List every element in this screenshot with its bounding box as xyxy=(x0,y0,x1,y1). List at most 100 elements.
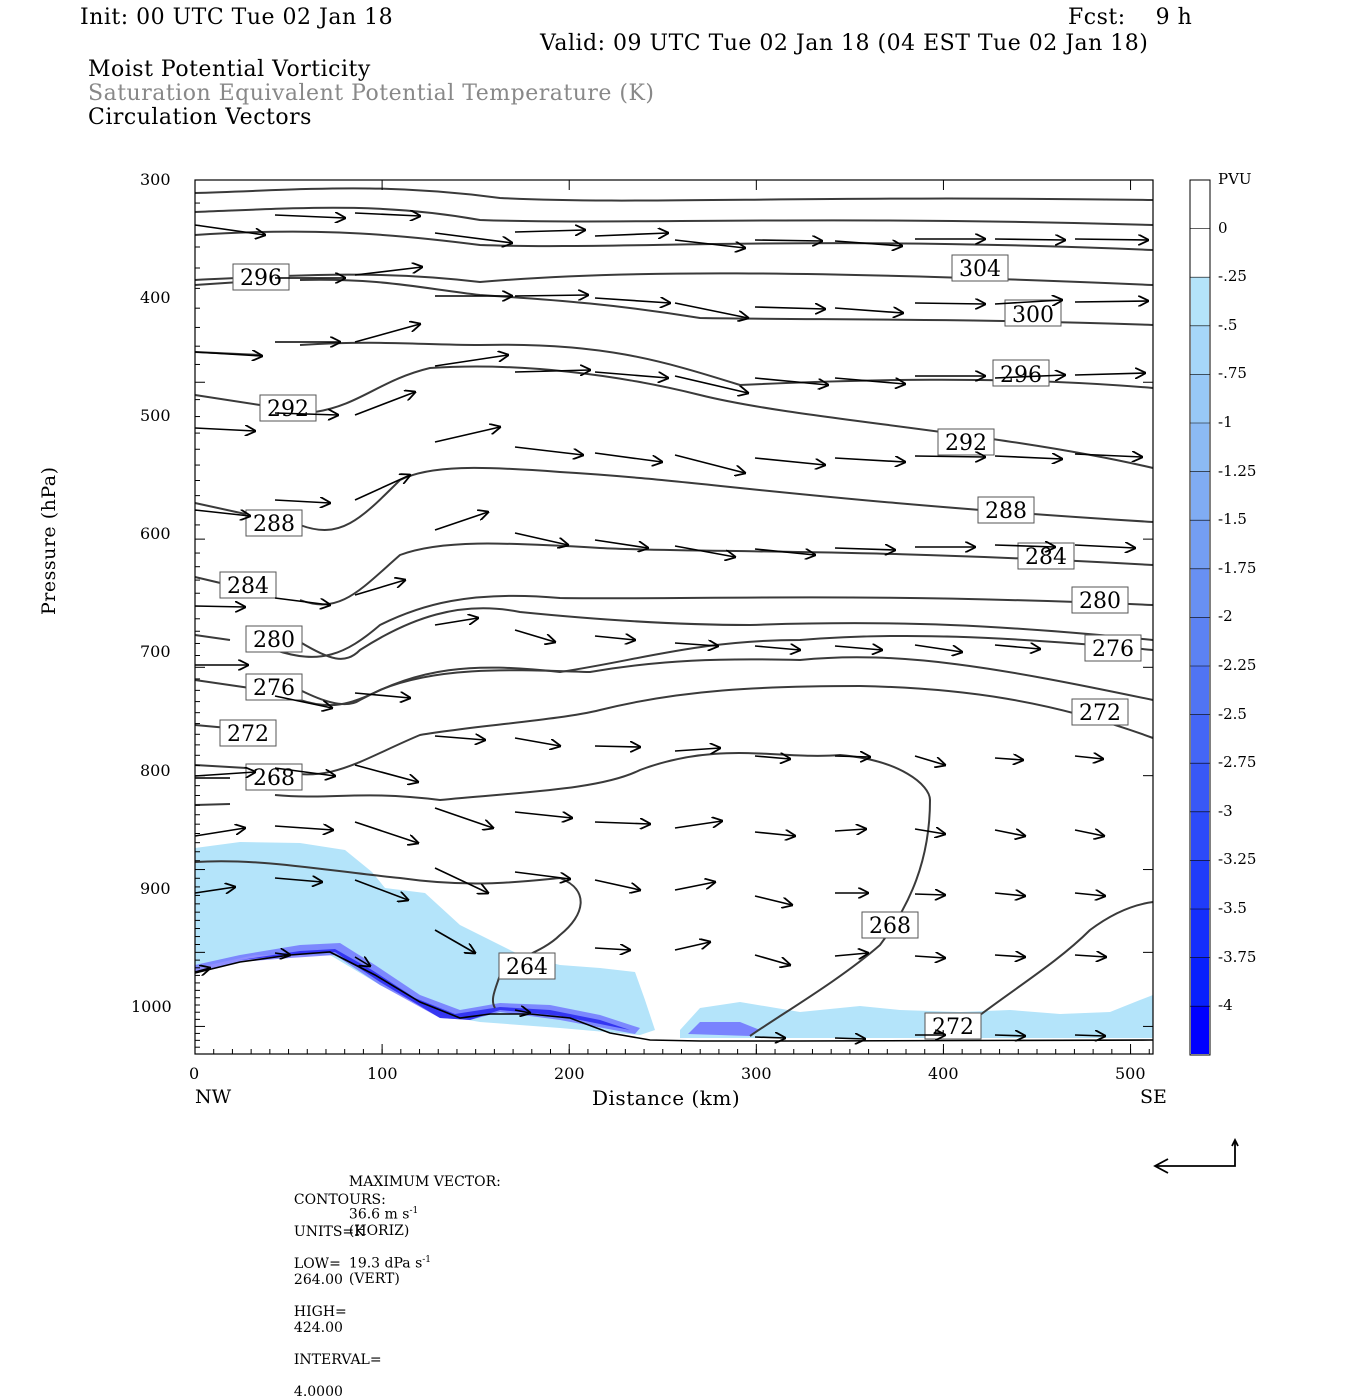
vector-arrow xyxy=(274,500,330,503)
svg-text:264: 264 xyxy=(506,955,548,980)
contour-line xyxy=(979,901,1154,1016)
contour-label: 300 xyxy=(1004,299,1062,328)
colorbar-tick-label: -3.5 xyxy=(1218,899,1247,917)
colorbar-cell xyxy=(1191,277,1209,326)
vector-arrow xyxy=(274,953,290,955)
vector-arrow xyxy=(834,1038,865,1039)
vector-arrow xyxy=(274,215,345,218)
theta-es-contours xyxy=(194,187,1154,771)
vector-arrow xyxy=(514,1010,530,1013)
contour-label: 284 xyxy=(219,571,277,599)
vector-arrow xyxy=(674,882,715,891)
contour-line xyxy=(194,206,1154,226)
x-tick-label: 300 xyxy=(741,1064,772,1083)
svg-text:288: 288 xyxy=(985,499,1027,524)
contour-label: 296 xyxy=(992,359,1050,388)
y-tick-label: 1000 xyxy=(131,997,172,1016)
vector-arrow xyxy=(354,879,408,900)
vector-arrow xyxy=(514,295,588,296)
vector-arrow xyxy=(1074,301,1148,302)
vector-arrow xyxy=(274,695,332,708)
colorbar-cell xyxy=(1191,957,1209,1007)
svg-text:276: 276 xyxy=(1092,637,1134,662)
colorbar-tick-label: 0 xyxy=(1218,218,1228,237)
vector-arrow xyxy=(594,879,640,890)
colorbar-cell xyxy=(1191,860,1209,909)
field-title-vectors: Circulation Vectors xyxy=(88,105,312,130)
contour-line xyxy=(194,230,1154,251)
y-tick-label: 300 xyxy=(140,170,171,189)
vector-arrow xyxy=(434,618,478,626)
field-title-theta-es: Saturation Equivalent Potential Temperat… xyxy=(88,81,655,106)
vector-arrow xyxy=(594,452,662,462)
colorbar-tick-label: -1.75 xyxy=(1218,558,1257,577)
colorbar-tick-label: -2.75 xyxy=(1218,753,1257,772)
cross-section-chart: 304 300 296 296 292 292 288 288 284 284 … xyxy=(194,179,1211,1056)
contour-line xyxy=(194,607,1154,689)
vector-arrow xyxy=(994,456,1062,459)
vector-arrow xyxy=(354,957,370,966)
vector-arrow xyxy=(834,953,868,956)
vector-arrow xyxy=(674,375,748,393)
vector-arrow xyxy=(514,446,583,455)
vector-arrow xyxy=(994,1035,1025,1036)
vector-arrow xyxy=(834,829,866,831)
contour-line xyxy=(194,542,1154,606)
colorbar-cell xyxy=(1191,471,1209,521)
colorbar-cell xyxy=(1191,617,1209,666)
vector-arrow xyxy=(754,756,790,759)
vector-arrow xyxy=(194,968,210,972)
vector-arrow xyxy=(1074,830,1104,836)
vector-arrow xyxy=(434,232,512,243)
vector-arrow xyxy=(674,942,710,951)
vector-arrow xyxy=(354,267,422,276)
contour-label: 272 xyxy=(219,719,277,747)
vector-arrow xyxy=(994,893,1025,896)
pv-region-west xyxy=(195,842,655,1035)
y-tick-label: 500 xyxy=(140,406,171,425)
contours-units: UNITS=K xyxy=(293,1224,365,1240)
vector-arrow xyxy=(1074,893,1105,896)
vector-arrow xyxy=(1074,955,1106,957)
colorbar-cell xyxy=(1191,325,1209,375)
svg-text:292: 292 xyxy=(945,431,987,456)
colorbar-tick-label: -3.25 xyxy=(1218,850,1257,869)
vector-arrow xyxy=(674,454,745,473)
svg-text:288: 288 xyxy=(253,512,295,537)
vector-arrow xyxy=(274,826,333,830)
colorbar-tick-label: -3.75 xyxy=(1218,947,1257,966)
vector-arrow xyxy=(594,371,668,378)
contour-label: 268 xyxy=(861,911,919,939)
y-tick-label: 900 xyxy=(140,879,171,898)
colorbar-tick-label: -3 xyxy=(1218,801,1233,820)
vector-arrow xyxy=(594,539,648,548)
contours-high-label: HIGH= xyxy=(293,1304,347,1320)
vector-arrow xyxy=(274,413,338,415)
colorbar-tick-label: -2.25 xyxy=(1218,656,1257,674)
vector-arrow xyxy=(594,822,650,824)
y-tick-label: 700 xyxy=(140,642,171,661)
reference-vector-icon xyxy=(1153,1138,1239,1174)
contour-labels: 304 300 296 296 292 292 288 288 284 284 … xyxy=(219,254,1142,1040)
vector-arrow xyxy=(354,821,418,843)
vector-arrow xyxy=(754,832,795,836)
contour-line xyxy=(195,684,1154,779)
pv-deep-band-east xyxy=(688,1022,760,1036)
contour-line xyxy=(194,272,1154,286)
vector-arrow xyxy=(1074,454,1142,457)
vector-arrow xyxy=(834,377,905,384)
vector-arrow xyxy=(754,646,800,650)
circulation-vectors xyxy=(194,213,1148,1039)
field-title-mpv: Moist Potential Vorticity xyxy=(88,57,371,82)
vector-arrow xyxy=(274,878,322,882)
vector-arrow xyxy=(514,811,572,818)
vector-arrow xyxy=(914,456,985,457)
contour-label: 292 xyxy=(937,428,995,456)
vector-arrow xyxy=(434,929,475,953)
vector-arrow xyxy=(354,213,420,216)
vector-arrow xyxy=(914,894,945,895)
x-endpoint-se: SE xyxy=(1140,1086,1167,1108)
vector-arrow xyxy=(834,756,870,757)
vector-arrow xyxy=(194,352,262,356)
svg-text:272: 272 xyxy=(932,1015,974,1040)
